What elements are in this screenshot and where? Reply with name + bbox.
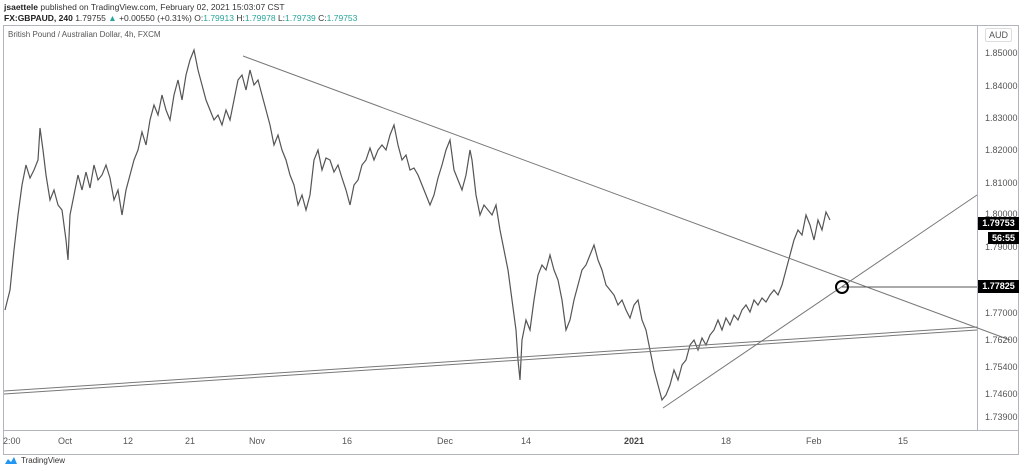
bar-countdown-badge: 56:55 — [988, 232, 1019, 244]
y-tick-label: 1.85000 — [985, 48, 1018, 58]
author-name[interactable]: jsaettele — [4, 2, 39, 12]
symbol-label: FX:GBPAUD, 240 — [4, 13, 73, 23]
chart-title: British Pound / Australian Dollar, 4h, F… — [8, 30, 161, 39]
x-tick-label: 2:00 — [3, 436, 21, 446]
intersection-circle-marker[interactable] — [835, 280, 849, 294]
open-value: 1.79913 — [203, 13, 234, 23]
close-label: C: — [318, 13, 327, 23]
publish-info: jsaettele published on TradingView.com, … — [4, 2, 285, 12]
time-axis[interactable] — [3, 430, 1019, 456]
low-label: L: — [277, 13, 286, 23]
long-term-line-lower[interactable] — [3, 329, 978, 395]
price-axis[interactable] — [977, 25, 1020, 430]
x-tick-label: Oct — [58, 436, 73, 446]
y-tick-label: 1.79000 — [985, 242, 1018, 252]
tradingview-cloud-icon — [5, 457, 17, 464]
y-tick-label: 1.76200 — [985, 335, 1018, 345]
y-tick-label: 1.73900 — [985, 412, 1018, 422]
x-tick-label: 15 — [898, 436, 909, 446]
x-tick-label: 18 — [721, 436, 732, 446]
currency-label[interactable]: AUD — [985, 28, 1013, 42]
high-label: H: — [236, 13, 245, 23]
close-value: 1.79753 — [326, 13, 358, 23]
y-tick-label: 1.75400 — [985, 362, 1018, 372]
ascending-trendline[interactable] — [662, 194, 978, 409]
x-tick-label: Dec — [437, 436, 454, 446]
x-tick-label: 21 — [185, 436, 196, 446]
x-tick-label: Feb — [806, 436, 822, 446]
y-tick-label: 1.82000 — [985, 145, 1018, 155]
y-tick-label: 1.83000 — [985, 113, 1018, 123]
price-series — [4, 47, 831, 402]
logo-text: TradingView — [21, 456, 66, 465]
x-tick-label: 12 — [123, 436, 134, 446]
x-tick-label: Nov — [249, 436, 266, 446]
x-tick-label: 2021 — [624, 436, 645, 446]
y-tick-label: 1.80000 — [985, 209, 1018, 219]
last-price: 1.79755 — [75, 13, 106, 23]
descending-trendline[interactable] — [242, 55, 1011, 341]
ohlc-legend: FX:GBPAUD, 240 1.79755 ▲ +0.00550 (+0.31… — [4, 13, 357, 23]
long-term-line-upper[interactable] — [3, 326, 978, 392]
x-tick-label: 14 — [521, 436, 532, 446]
current-price-badge: 1.79753 — [978, 217, 1019, 230]
y-tick-label: 1.77000 — [985, 308, 1018, 318]
y-tick-label: 1.81000 — [985, 178, 1018, 188]
low-value: 1.79739 — [285, 13, 316, 23]
high-value: 1.79978 — [244, 13, 276, 23]
level-price-badge: 1.77825 — [978, 280, 1019, 293]
x-tick-label: 16 — [342, 436, 353, 446]
open-label: O: — [194, 13, 204, 23]
y-tick-label: 1.74600 — [985, 389, 1018, 399]
y-tick-label: 1.84000 — [985, 81, 1018, 91]
price-change: +0.00550 (+0.31%) — [119, 13, 192, 23]
publish-text: published on TradingView.com, February 0… — [40, 2, 285, 12]
up-arrow-icon: ▲ — [108, 13, 117, 23]
tradingview-logo[interactable]: TradingView — [4, 456, 65, 465]
